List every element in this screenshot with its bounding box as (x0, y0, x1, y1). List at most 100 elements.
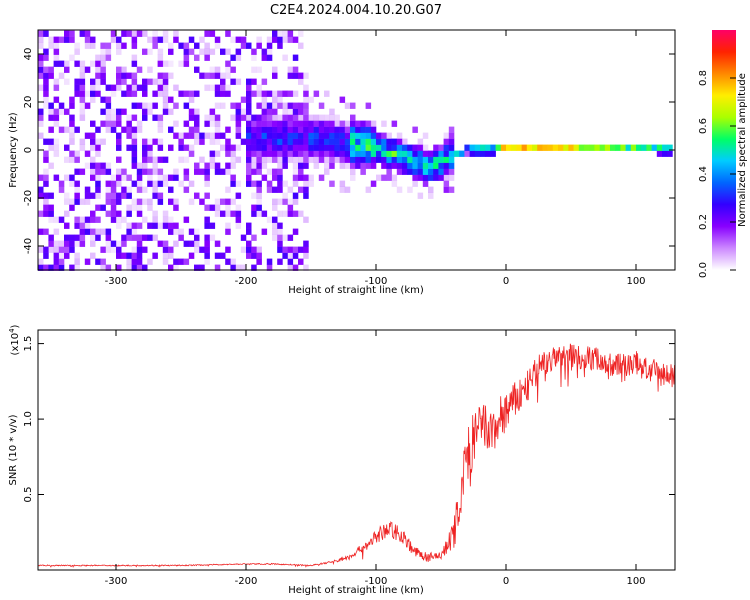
spectrogram-cell (64, 156, 70, 163)
spectrogram-cell (266, 216, 273, 223)
spectrogram-cell (116, 132, 122, 139)
spectrogram-cell (64, 174, 70, 181)
spectrogram-cell (188, 144, 195, 151)
spectrogram-cell (334, 114, 340, 121)
spectrogram-cell (69, 156, 75, 163)
spectrogram-cell (147, 234, 153, 241)
spectrogram-cell (142, 84, 148, 91)
spectrogram-cell (246, 84, 252, 91)
spectrogram-cell (147, 168, 153, 175)
spectrogram-cell (95, 162, 101, 169)
spectrogram-cell (136, 84, 143, 91)
spectrogram-cell (246, 126, 252, 133)
spectrogram-cell (110, 216, 117, 223)
spectrogram-cell (214, 162, 221, 169)
spectrogram-cell (58, 36, 65, 43)
spectrogram-cell (272, 156, 278, 163)
spectrogram-cell (230, 54, 236, 61)
spectrogram-cell (194, 108, 200, 115)
spectrogram-cell (225, 90, 231, 97)
spectrogram-cell (126, 258, 132, 265)
spectrogram-cell (136, 126, 143, 133)
spectrogram-cell (90, 132, 96, 139)
spectrogram-cell (272, 120, 278, 127)
spectrogram-cell (282, 30, 288, 37)
spectrogram-cell (38, 66, 44, 73)
spectrogram-cell (168, 48, 174, 55)
spectrogram-cell (225, 198, 231, 205)
spectrogram-cell (157, 90, 164, 97)
spectrogram-cell (407, 186, 413, 193)
spectrogram-cell (350, 120, 356, 127)
spectrogram-cell (110, 186, 117, 193)
spectrogram-cell (339, 162, 346, 169)
spectrogram-cell (438, 174, 444, 181)
spectrogram-cell (48, 234, 54, 241)
spectrogram-cell (84, 102, 91, 109)
spectrogram-cell (615, 144, 621, 151)
spectrogram-cell (136, 102, 143, 109)
spectrogram-cell (287, 234, 294, 241)
spectrogram-cell (282, 36, 288, 43)
spectrogram-cell (292, 210, 299, 217)
spectrogram-cell (261, 54, 268, 61)
spectrogram-cell (178, 144, 184, 151)
spectrogram-cell (318, 174, 325, 181)
spectrogram-cell (220, 84, 226, 91)
spectrogram-cell (38, 228, 44, 235)
spectrogram-cell (308, 156, 314, 163)
spectrogram-cell (204, 180, 210, 187)
spectrogram-cell (526, 144, 533, 151)
spectrogram-cell (90, 78, 96, 85)
spectrogram-cell (298, 174, 304, 181)
spectrogram-cell (168, 186, 174, 193)
spectrogram-cell (287, 30, 294, 37)
spectrogram-cell (142, 216, 148, 223)
x-tick-label: -100 (365, 276, 388, 287)
spectrogram-cell (162, 180, 169, 187)
spectrogram-cell (121, 168, 127, 175)
spectrogram-cell (303, 126, 309, 133)
spectrogram-cell (162, 258, 169, 265)
spectrogram-cell (105, 162, 112, 169)
spectrogram-cell (386, 162, 392, 169)
spectrogram-cell (235, 48, 242, 55)
spectrogram-cell (303, 84, 309, 91)
spectrogram-cell (318, 150, 325, 157)
spectrogram-cell (58, 264, 65, 271)
spectrogram-cell (84, 132, 91, 139)
spectrogram-cell (64, 198, 70, 205)
spectrogram-cell (126, 72, 132, 79)
spectrogram-cell (277, 168, 283, 175)
spectrogram-cell (225, 210, 231, 217)
spectrogram-cell (79, 240, 86, 247)
spectrogram-cell (428, 174, 434, 181)
spectrogram-cell (84, 258, 91, 265)
spectrogram-cell (147, 174, 153, 181)
spectrogram-cell (105, 210, 112, 217)
spectrogram-cell (318, 132, 325, 139)
spectrogram-cell (625, 144, 632, 151)
spectrogram-x-ticks: -300 -200 -100 0 100 (105, 30, 646, 287)
y-tick-label: -20 (23, 190, 34, 206)
spectrogram-cell (168, 222, 174, 229)
spectrogram-cell (287, 72, 294, 79)
spectrogram-cell (303, 144, 309, 151)
spectrogram-cell (183, 102, 190, 109)
spectrogram-cell (69, 36, 75, 43)
spectrogram-cell (355, 162, 361, 169)
spectrogram-cell (131, 36, 138, 43)
spectrogram-cell (272, 72, 278, 79)
spectrogram-cell (324, 126, 330, 133)
spectrogram-cell (350, 126, 356, 133)
spectrogram-cell (214, 132, 221, 139)
spectrogram-cell (433, 162, 439, 169)
spectrogram-cell (79, 84, 86, 91)
spectrogram-cell (272, 102, 278, 109)
spectrogram-cell (105, 264, 112, 271)
spectrogram-cell (152, 156, 158, 163)
spectrogram-cell (266, 180, 273, 187)
spectrogram-cell (370, 126, 377, 133)
spectrogram-cell (43, 198, 49, 205)
